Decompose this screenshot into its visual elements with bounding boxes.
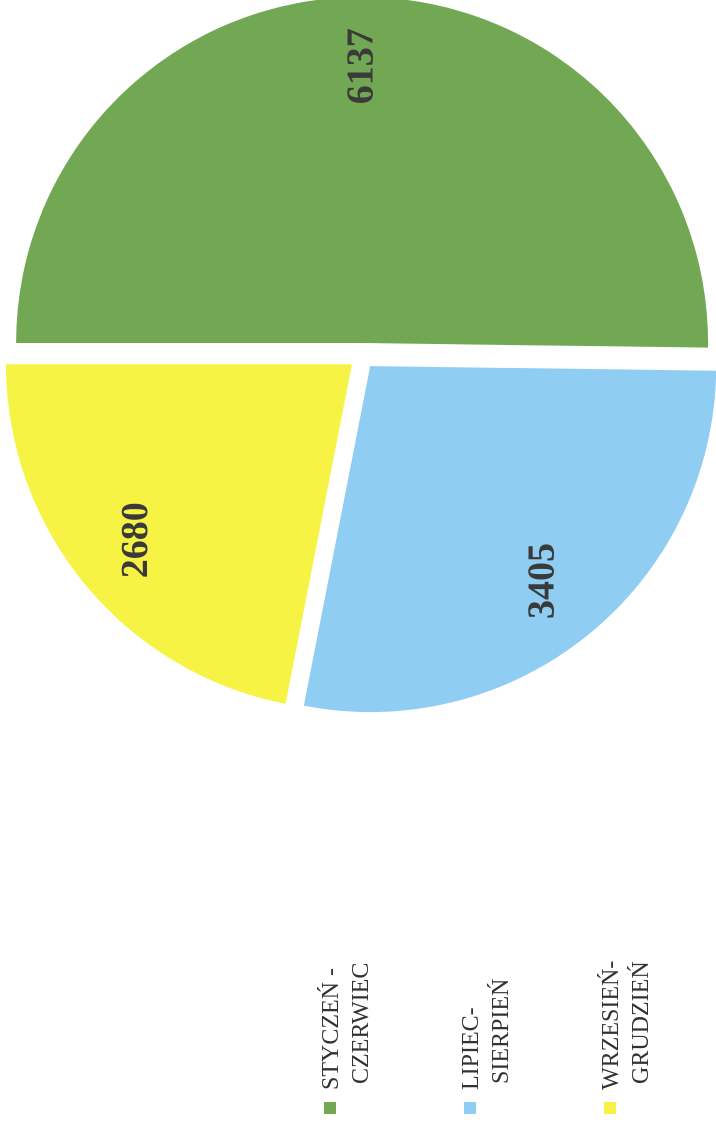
legend-swatch <box>604 1102 616 1114</box>
legend-label: LIPIEC- SIERPIEŃ <box>458 979 514 1090</box>
legend-label: STYCZEŃ - CZERWIEC <box>318 963 374 1090</box>
legend-swatch <box>464 1102 476 1114</box>
pie-slice <box>16 0 709 348</box>
data-label: 3405 <box>520 543 562 619</box>
data-label: 6137 <box>340 28 382 104</box>
pie-slice <box>303 366 716 713</box>
data-label: 2680 <box>114 502 156 578</box>
legend-swatch <box>324 1102 336 1114</box>
pie-slice <box>5 364 352 704</box>
legend-label: WRZESIEŃ- GRUDZIEŃ <box>598 961 654 1090</box>
